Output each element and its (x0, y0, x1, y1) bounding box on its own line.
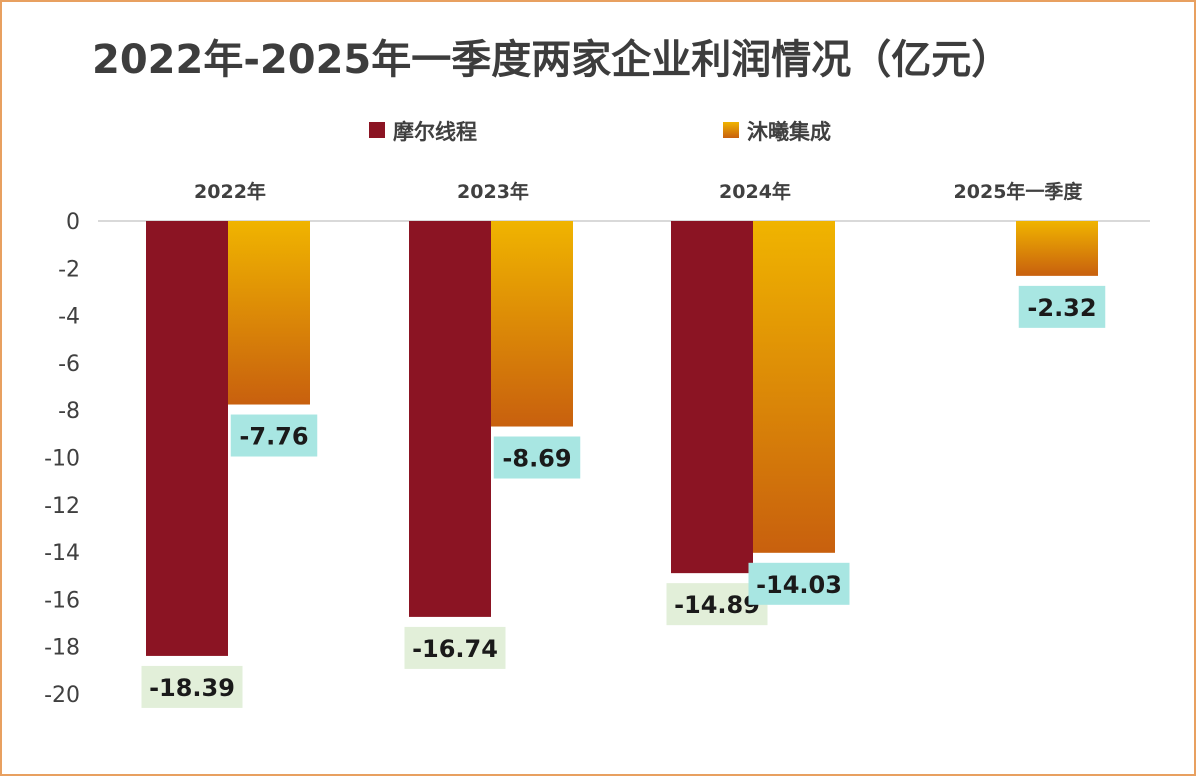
legend-swatch-series2 (723, 122, 739, 138)
legend-label-series2: 沐曦集成 (747, 120, 831, 144)
legend: 摩尔线程 沐曦集成 (369, 120, 831, 144)
bar-series2 (228, 221, 310, 405)
y-tick-label: -4 (58, 305, 80, 330)
category-label: 2024年 (719, 180, 791, 203)
category-label: 2023年 (457, 180, 529, 203)
y-tick-label: -2 (58, 257, 80, 282)
data-label-box (141, 665, 243, 708)
data-label-box (748, 562, 850, 605)
data-label: -2.32 (1027, 294, 1096, 322)
data-label-box (1018, 285, 1106, 328)
data-label: -18.39 (149, 674, 235, 702)
bars (146, 221, 1098, 656)
y-tick-label: 0 (66, 210, 80, 235)
y-tick-label: -20 (44, 683, 80, 708)
bar-series1 (409, 221, 491, 617)
y-axis-ticks: 0 -2 -4 -6 -8 -10 -12 -14 -16 -18 -20 (44, 210, 80, 708)
data-label: -14.03 (756, 571, 842, 599)
y-tick-label: -10 (44, 447, 80, 472)
data-label-box (404, 626, 506, 669)
data-label: -16.74 (412, 635, 498, 663)
bar-series1 (146, 221, 228, 656)
data-label: -7.76 (239, 423, 308, 451)
bar-series2 (1016, 221, 1098, 276)
y-tick-label: -8 (58, 399, 80, 424)
data-label-box (493, 436, 581, 479)
y-tick-label: -6 (58, 352, 80, 377)
legend-label-series1: 摩尔线程 (393, 120, 477, 144)
category-axis-labels: 2022年 2023年 2024年 2025年一季度 (194, 180, 1083, 203)
y-tick-label: -14 (44, 541, 80, 566)
legend-swatch-series1 (369, 122, 385, 138)
chart-title: 2022年-2025年一季度两家企业利润情况（亿元） (92, 37, 1011, 83)
data-label-box (230, 414, 318, 457)
y-tick-label: -16 (44, 588, 80, 613)
bar-series2 (753, 221, 835, 553)
category-label: 2025年一季度 (954, 180, 1084, 203)
data-label: -14.89 (674, 591, 760, 619)
y-tick-label: -18 (44, 636, 80, 661)
data-labels: -18.39 -16.74 -14.89 -7.76 -8.69 -14.03 -2.32 (141, 285, 1106, 708)
y-tick-label: -12 (44, 494, 80, 519)
bar-series1 (671, 221, 753, 574)
category-label: 2022年 (194, 180, 266, 203)
data-label: -8.69 (502, 445, 571, 473)
bar-series2 (491, 221, 573, 427)
